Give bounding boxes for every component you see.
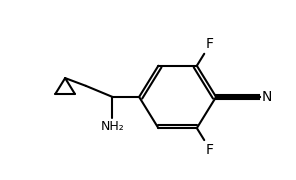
Text: NH₂: NH₂	[101, 120, 124, 133]
Text: N: N	[262, 90, 272, 104]
Text: F: F	[206, 37, 214, 51]
Text: F: F	[206, 143, 214, 157]
